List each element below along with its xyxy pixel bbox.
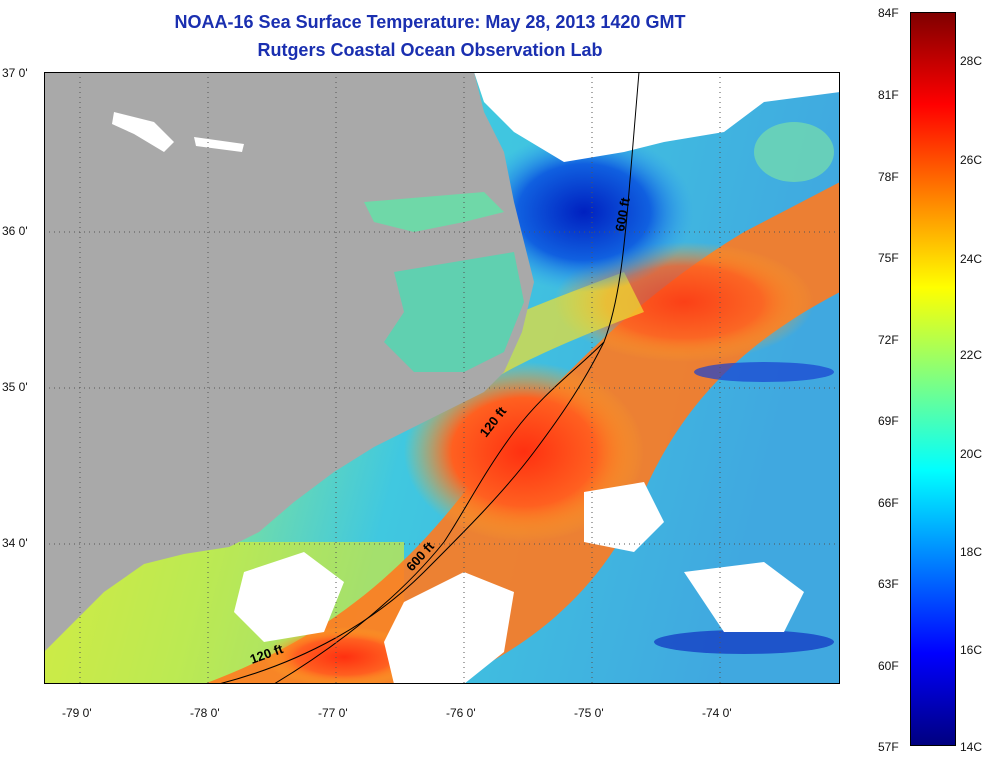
cloud-cover-southwest [234,552,344,642]
cloud-cover-east [684,562,804,632]
cold-streak-southeast [654,630,834,654]
colorbar-label-72f: 72F [878,333,899,347]
colorbar-label-28c: 28C [960,54,983,68]
colorbar-label-14c: 14C [960,740,983,754]
cold-water-north [474,132,694,292]
colorbar-label-20c: 20C [960,447,983,461]
lon-label-79: -79 0' [62,706,92,720]
map-subtitle: Rutgers Coastal Ocean Observation Lab [257,40,603,60]
colorbar-label-84f: 84F [878,6,899,20]
colorbar-label-66f: 66F [878,496,899,510]
isobath-120ft [273,341,605,684]
colorbar-label-75f: 75F [878,251,899,265]
isobath-label-600ft-north: 600 ft [612,196,633,233]
colorbar-label-69f: 69F [878,414,899,428]
lon-label-74: -74 0' [702,706,732,720]
inland-lake [112,112,174,152]
lon-label-75: -75 0' [574,706,604,720]
cloud-cover-south [384,572,514,684]
colorbar-label-57f: 57F [878,740,899,754]
graticule-lines [44,72,840,684]
warm-core-southwest [264,627,424,684]
map-title: NOAA-16 Sea Surface Temperature: May 28,… [174,12,686,32]
colorbar-label-60f: 60F [878,659,899,673]
colorbar-label-24c: 24C [960,252,983,266]
colorbar-label-22c: 22C [960,348,983,362]
colorbar-label-26c: 26C [960,153,983,167]
colorbar-label-63f: 63F [878,577,899,591]
inland-lake [194,137,244,152]
map-frame [44,72,840,684]
temperature-colorbar [910,12,956,746]
lon-label-77: -77 0' [318,706,348,720]
cold-streak-east [694,362,834,382]
colorbar-label-81f: 81F [878,88,899,102]
colorbar-label-18c: 18C [960,545,983,559]
isobath-600ft [218,72,640,684]
lat-label-36: 36 0' [2,224,28,238]
cloud-cover-center [584,482,664,552]
lat-label-37: 37 0' [2,66,28,80]
lon-label-76: -76 0' [446,706,476,720]
lat-label-35: 35 0' [2,380,28,394]
sst-map[interactable]: 120 ft 120 ft 600 ft 600 ft [44,72,840,684]
lat-label-34: 34 0' [2,536,28,550]
cold-eddy-northeast [754,122,834,182]
lon-label-78: -78 0' [190,706,220,720]
pamlico-sound [384,252,524,372]
colorbar-label-78f: 78F [878,170,899,184]
albemarle-sound [364,192,504,232]
cloud-cover-north [474,72,840,162]
colorbar-label-16c: 16C [960,643,983,657]
